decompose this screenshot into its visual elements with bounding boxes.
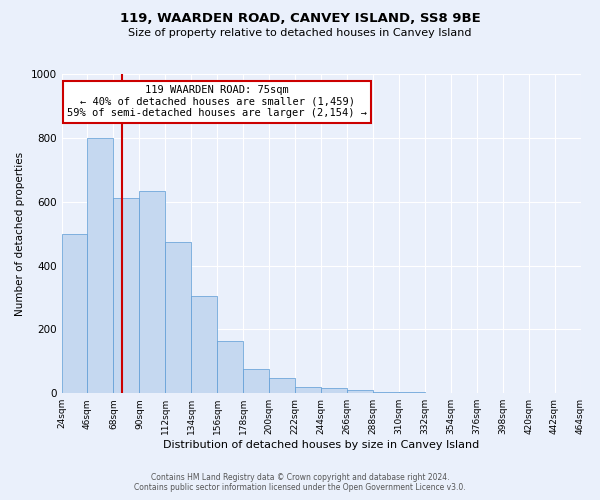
X-axis label: Distribution of detached houses by size in Canvey Island: Distribution of detached houses by size … bbox=[163, 440, 479, 450]
Bar bbox=[269, 378, 295, 393]
Bar bbox=[62, 234, 88, 393]
Bar bbox=[399, 392, 425, 393]
Text: Size of property relative to detached houses in Canvey Island: Size of property relative to detached ho… bbox=[128, 28, 472, 38]
Bar bbox=[425, 392, 451, 393]
Text: Contains HM Land Registry data © Crown copyright and database right 2024.
Contai: Contains HM Land Registry data © Crown c… bbox=[134, 473, 466, 492]
Text: 119 WAARDEN ROAD: 75sqm
← 40% of detached houses are smaller (1,459)
59% of semi: 119 WAARDEN ROAD: 75sqm ← 40% of detache… bbox=[67, 85, 367, 118]
Bar bbox=[321, 388, 347, 393]
Bar bbox=[88, 138, 113, 393]
Text: 119, WAARDEN ROAD, CANVEY ISLAND, SS8 9BE: 119, WAARDEN ROAD, CANVEY ISLAND, SS8 9B… bbox=[119, 12, 481, 26]
Bar bbox=[347, 390, 373, 393]
Bar bbox=[451, 392, 477, 393]
Bar bbox=[373, 392, 399, 393]
Bar bbox=[191, 296, 217, 393]
Bar bbox=[113, 198, 139, 393]
Y-axis label: Number of detached properties: Number of detached properties bbox=[15, 152, 25, 316]
Bar bbox=[295, 387, 321, 393]
Bar bbox=[243, 370, 269, 393]
Bar bbox=[139, 190, 166, 393]
Bar bbox=[166, 242, 191, 393]
Bar bbox=[217, 342, 243, 393]
